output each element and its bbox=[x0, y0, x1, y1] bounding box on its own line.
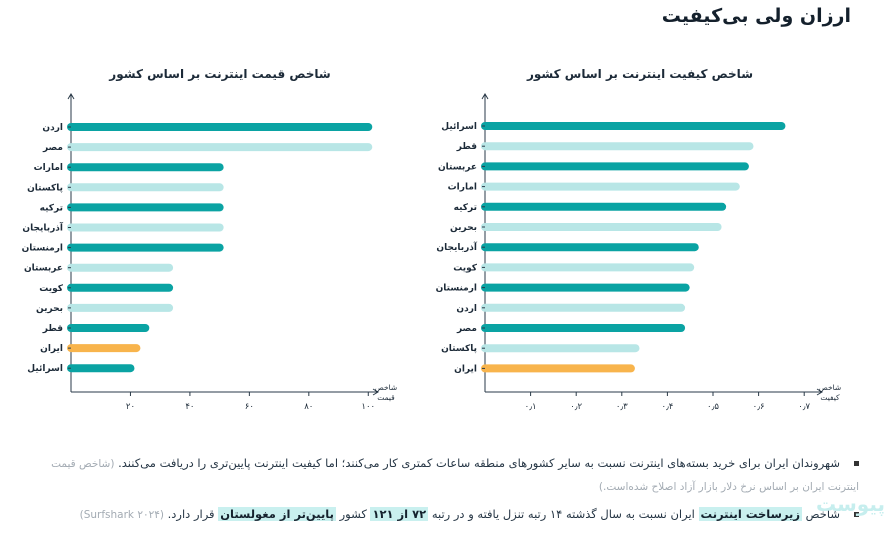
price-category-label: ارمنستان bbox=[22, 244, 63, 254]
note-infrastructure: شاخص زیرساخت اینترنت ایران نسبت به سال گ… bbox=[25, 503, 859, 526]
price-title: شاخص قیمت اینترنت بر اساس کشور bbox=[108, 67, 330, 82]
note-price-text: شهروندان ایران برای خرید بسته‌های اینترن… bbox=[118, 456, 840, 470]
quality-y-arrow bbox=[481, 93, 489, 100]
quality-category-label: اسرائیل bbox=[441, 122, 477, 132]
quality-x-tick-label: ۰٫۲ bbox=[570, 402, 582, 412]
quality-category-label: ایران bbox=[454, 364, 477, 374]
quality-category-label: کویت bbox=[453, 263, 478, 273]
quality-x-tick-label: ۰٫۶ bbox=[753, 402, 765, 412]
quality-category-label: مصر bbox=[456, 324, 477, 334]
price-category-label: اردن bbox=[42, 123, 63, 133]
price-category-label: امارات bbox=[34, 163, 63, 173]
price-category-label: کویت bbox=[39, 284, 64, 294]
quality-category-label: ارمنستان bbox=[436, 284, 477, 294]
price-y-arrow bbox=[67, 93, 75, 100]
quality-category-label: اردن bbox=[456, 304, 477, 314]
note-infra-lower: پایین‌تر از مغولستان bbox=[218, 507, 336, 521]
quality-index-chart-svg: شاخص کیفیت اینترنت بر اساس کشور اسرائیل قط… bbox=[436, 67, 842, 412]
price-category-label: ایران bbox=[40, 344, 63, 354]
price-x-tick-label: ۸۰ bbox=[304, 402, 313, 412]
note-infra-mid2: کشور bbox=[339, 507, 367, 521]
note-infra-end: قرار دارد. bbox=[167, 507, 215, 521]
bullet-marker bbox=[854, 512, 859, 517]
quality-category-label: قطر bbox=[456, 142, 477, 152]
brand-watermark: پیوست bbox=[815, 492, 885, 516]
quality-category-label: آذربایجان bbox=[436, 241, 477, 253]
note-infra-pre: شاخص bbox=[805, 507, 840, 521]
price-x-tick-label: ۱۰۰ bbox=[361, 402, 375, 412]
quality-x-tick-label: ۰٫۳ bbox=[616, 402, 628, 412]
note-infra-mid1: ایران نسبت به سال گذشته ۱۴ رتبه تنزل یاف… bbox=[431, 507, 695, 521]
quality-x-tick-label: ۰٫۵ bbox=[707, 402, 719, 412]
note-infra-bold: زیرساخت اینترنت bbox=[698, 507, 802, 521]
price-x-tick-label: ۲۰ bbox=[126, 402, 135, 412]
quality-category-label: امارات bbox=[448, 183, 477, 193]
price-category-label: آذربایجان bbox=[22, 222, 63, 234]
quality-category-label: عربستان bbox=[438, 162, 477, 172]
price-index-chart-svg: شاخص قیمت اینترنت بر اساس کشور اردن مصر اما… bbox=[22, 67, 398, 412]
note-infra-source: (Surfshark ۲۰۲۴) bbox=[79, 509, 164, 521]
note-price-source: (شاخص قیمت اینترنت ایران بر اساس نرخ دلا… bbox=[51, 458, 859, 493]
quality-category-label: پاکستان bbox=[441, 344, 477, 354]
price-category-label: مصر bbox=[42, 143, 63, 153]
quality-x-tick-label: ۰٫۷ bbox=[798, 402, 810, 412]
quality-index-chart: شاخص کیفیت اینترنت بر اساس کشور اسرائیل قط… bbox=[435, 60, 865, 430]
price-category-label: پاکستان bbox=[27, 183, 63, 193]
quality-x-tick-label: ۰٫۱ bbox=[525, 402, 537, 412]
note-price: شهروندان ایران برای خرید بسته‌های اینترن… bbox=[25, 452, 859, 498]
price-index-chart: شاخص قیمت اینترنت بر اساس کشور اردن مصر اما… bbox=[20, 60, 430, 430]
quality-title: شاخص کیفیت اینترنت بر اساس کشور bbox=[526, 67, 753, 82]
price-category-label: قطر bbox=[42, 324, 63, 334]
quality-category-label: بحرین bbox=[450, 223, 477, 233]
price-category-label: عربستان bbox=[24, 264, 63, 274]
price-x-tick-label: ۴۰ bbox=[185, 402, 194, 412]
note-infra-rank: ۷۲ از ۱۲۱ bbox=[370, 507, 429, 521]
price-x-tick-label: ۶۰ bbox=[245, 402, 254, 412]
price-x-arrow bbox=[372, 388, 379, 396]
price-x-axis-label: شاخص قیمت bbox=[375, 383, 397, 402]
price-category-label: اسرائیل bbox=[27, 364, 63, 374]
quality-x-tick-label: ۰٫۴ bbox=[661, 402, 673, 412]
quality-x-axis-label: شاخص کیفیت bbox=[819, 383, 841, 402]
quality-category-label: ترکیه bbox=[454, 203, 477, 213]
quality-x-arrow bbox=[816, 388, 823, 396]
bullet-marker bbox=[854, 461, 859, 466]
price-category-label: بحرین bbox=[36, 304, 63, 314]
price-category-label: ترکیه bbox=[40, 203, 63, 213]
page-title: ارزان ولی بی‌کیفیت bbox=[661, 5, 851, 27]
